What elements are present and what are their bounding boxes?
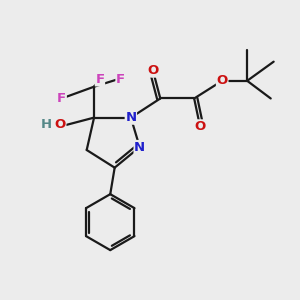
Text: H: H xyxy=(41,118,52,131)
Text: O: O xyxy=(194,120,206,133)
Text: F: F xyxy=(116,73,125,86)
Text: N: N xyxy=(134,141,145,154)
Text: O: O xyxy=(217,74,228,87)
Text: O: O xyxy=(147,64,159,77)
Text: O: O xyxy=(55,118,66,131)
Text: F: F xyxy=(57,92,66,105)
Text: F: F xyxy=(95,73,104,86)
Text: N: N xyxy=(125,111,136,124)
